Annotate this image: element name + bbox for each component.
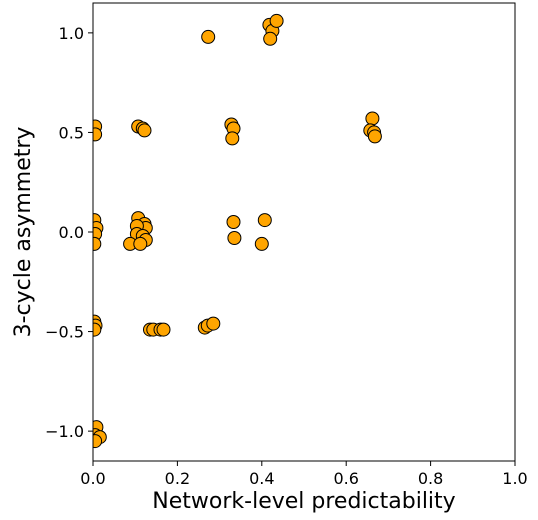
data-point: [156, 322, 171, 337]
data-point: [206, 316, 221, 331]
data-point: [133, 236, 148, 251]
x-tick-label: 0.2: [165, 469, 190, 488]
y-tick-label: 0.5: [59, 123, 84, 142]
x-tick-label: 0.6: [333, 469, 358, 488]
data-point: [263, 31, 278, 46]
data-point: [137, 123, 152, 138]
x-tick-label: 0.8: [418, 469, 443, 488]
data-point: [269, 13, 284, 28]
x-tick-label: 0.0: [80, 469, 105, 488]
data-point: [227, 231, 242, 245]
data-point: [93, 322, 102, 337]
x-tick-label: 0.4: [249, 469, 274, 488]
y-tick-label: 0.0: [59, 223, 84, 242]
data-point: [365, 111, 380, 126]
data-point: [226, 215, 241, 229]
plot-frame: [92, 2, 516, 462]
x-axis-label: Network-level predictability: [152, 489, 455, 514]
x-tick-label: 1.0: [502, 469, 527, 488]
data-point: [93, 236, 102, 251]
y-tick-label: −1.0: [45, 422, 84, 441]
data-point: [93, 434, 103, 449]
data-point: [225, 131, 240, 146]
points-layer: [93, 13, 382, 449]
y-tick-label: −0.5: [45, 323, 84, 342]
y-axis-label: 3-cycle asymmetry: [11, 127, 36, 338]
y-tick-label: 1.0: [59, 24, 84, 43]
y-axis-ticks: −1.0 −0.5 0.0 0.5 1.0: [45, 24, 93, 441]
data-point: [257, 213, 272, 228]
data-point: [201, 29, 216, 44]
data-point: [93, 127, 103, 142]
data-point: [254, 236, 269, 251]
data-point: [367, 129, 382, 144]
x-axis-ticks: 0.0 0.2 0.4 0.6 0.8 1.0: [80, 461, 528, 488]
